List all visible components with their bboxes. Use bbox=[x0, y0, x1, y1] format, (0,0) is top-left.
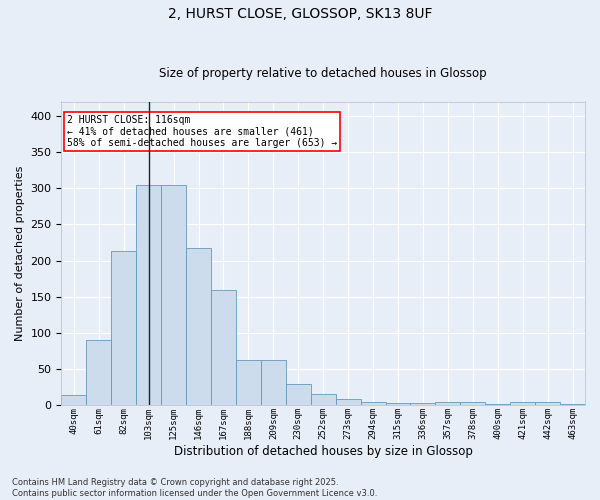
Text: 2 HURST CLOSE: 116sqm
← 41% of detached houses are smaller (461)
58% of semi-det: 2 HURST CLOSE: 116sqm ← 41% of detached … bbox=[67, 115, 337, 148]
Bar bbox=[410, 403, 436, 406]
Bar bbox=[436, 402, 460, 406]
Bar bbox=[211, 290, 236, 406]
Bar bbox=[361, 402, 386, 406]
Bar bbox=[535, 402, 560, 406]
Bar bbox=[510, 402, 535, 406]
Bar bbox=[86, 340, 111, 406]
Bar bbox=[186, 248, 211, 406]
Bar bbox=[386, 403, 410, 406]
Y-axis label: Number of detached properties: Number of detached properties bbox=[15, 166, 25, 341]
Bar bbox=[286, 384, 311, 406]
Bar bbox=[161, 184, 186, 406]
Bar bbox=[136, 184, 161, 406]
Bar bbox=[236, 360, 261, 406]
Bar bbox=[261, 360, 286, 406]
Bar bbox=[111, 251, 136, 406]
Bar bbox=[460, 402, 485, 406]
Text: Contains HM Land Registry data © Crown copyright and database right 2025.
Contai: Contains HM Land Registry data © Crown c… bbox=[12, 478, 377, 498]
Bar bbox=[560, 404, 585, 406]
Title: Size of property relative to detached houses in Glossop: Size of property relative to detached ho… bbox=[160, 66, 487, 80]
Text: 2, HURST CLOSE, GLOSSOP, SK13 8UF: 2, HURST CLOSE, GLOSSOP, SK13 8UF bbox=[168, 8, 432, 22]
Bar bbox=[485, 404, 510, 406]
Bar bbox=[335, 399, 361, 406]
Bar bbox=[61, 395, 86, 406]
X-axis label: Distribution of detached houses by size in Glossop: Distribution of detached houses by size … bbox=[174, 444, 473, 458]
Bar bbox=[311, 394, 335, 406]
